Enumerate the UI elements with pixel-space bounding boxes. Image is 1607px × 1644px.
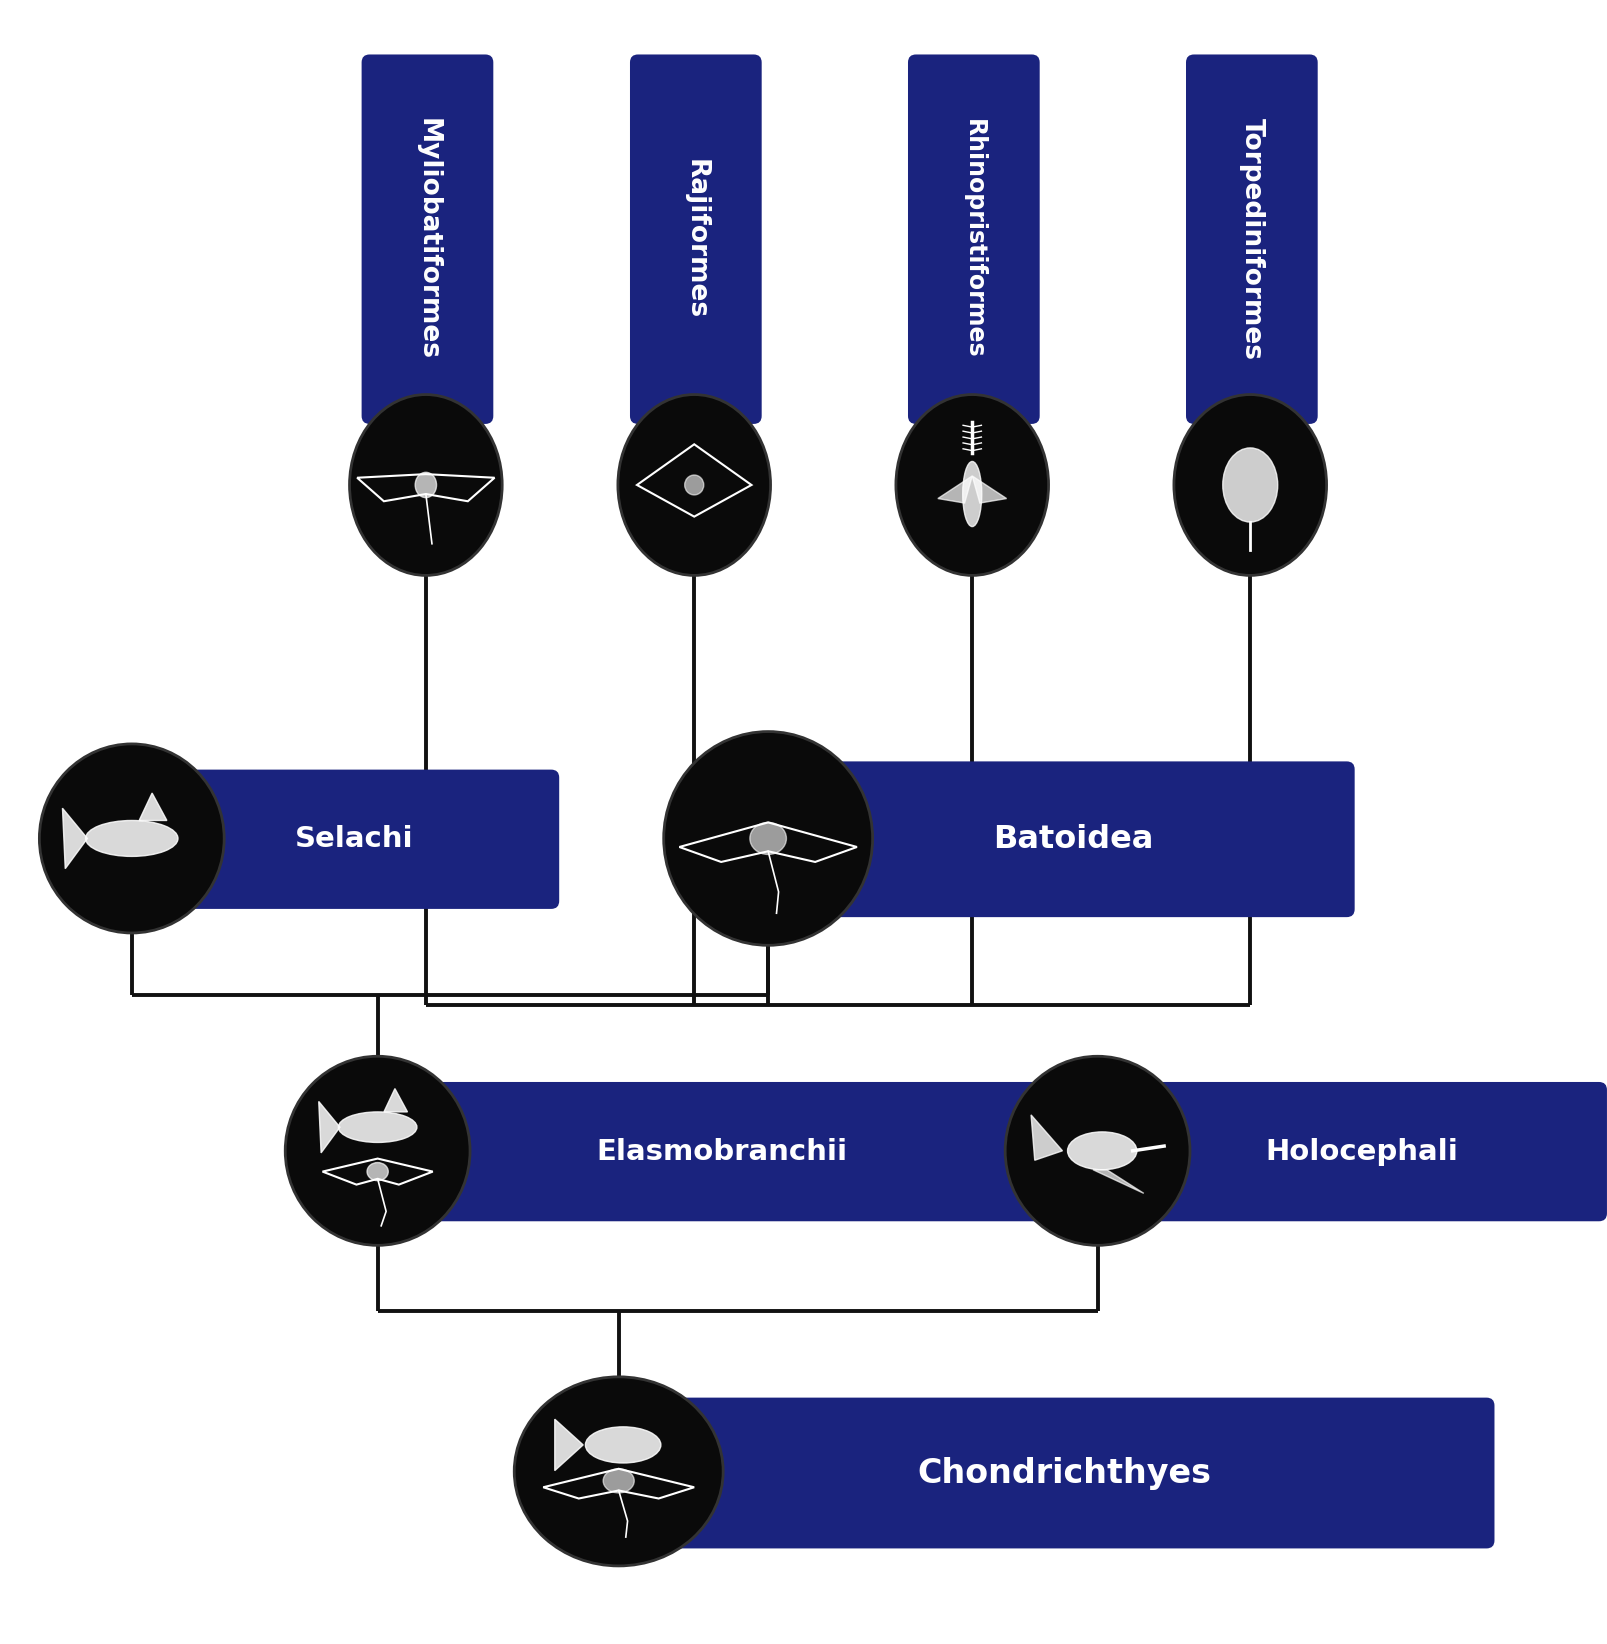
Ellipse shape (514, 1378, 723, 1567)
Polygon shape (140, 792, 167, 820)
Text: Selachi: Selachi (296, 825, 413, 853)
Polygon shape (63, 809, 87, 868)
Text: Chondrichthyes: Chondrichthyes (918, 1457, 1212, 1489)
Text: Torpediniformes: Torpediniformes (1239, 118, 1265, 360)
FancyBboxPatch shape (635, 1397, 1495, 1549)
Ellipse shape (1006, 1057, 1189, 1246)
FancyBboxPatch shape (1117, 1082, 1607, 1221)
FancyBboxPatch shape (630, 54, 762, 424)
Polygon shape (938, 477, 972, 503)
Polygon shape (1032, 1115, 1062, 1161)
Polygon shape (318, 1101, 341, 1152)
Polygon shape (384, 1088, 408, 1111)
FancyBboxPatch shape (149, 769, 559, 909)
Polygon shape (1093, 1171, 1144, 1194)
Text: Rajiformes: Rajiformes (683, 159, 709, 319)
Text: Holocephali: Holocephali (1265, 1138, 1459, 1166)
Ellipse shape (85, 820, 178, 857)
Ellipse shape (1223, 447, 1278, 523)
Ellipse shape (963, 462, 982, 526)
Ellipse shape (1067, 1133, 1136, 1171)
Ellipse shape (415, 472, 437, 498)
Ellipse shape (350, 395, 501, 575)
FancyBboxPatch shape (362, 54, 493, 424)
Ellipse shape (897, 395, 1049, 575)
Ellipse shape (603, 1468, 635, 1493)
Ellipse shape (339, 1111, 416, 1143)
Ellipse shape (1173, 395, 1327, 575)
Ellipse shape (39, 745, 225, 934)
Ellipse shape (366, 1162, 389, 1180)
Ellipse shape (664, 732, 873, 945)
Polygon shape (554, 1419, 583, 1471)
Ellipse shape (685, 475, 704, 495)
FancyBboxPatch shape (1186, 54, 1318, 424)
Ellipse shape (750, 822, 786, 855)
Text: Batoidea: Batoidea (993, 824, 1154, 855)
Ellipse shape (619, 395, 771, 575)
Ellipse shape (284, 1057, 469, 1246)
Ellipse shape (585, 1427, 660, 1463)
FancyBboxPatch shape (397, 1082, 1048, 1221)
FancyBboxPatch shape (908, 54, 1040, 424)
Text: Myliobatiformes: Myliobatiformes (415, 118, 440, 360)
FancyBboxPatch shape (792, 761, 1355, 917)
Polygon shape (972, 477, 1006, 503)
Text: Rhinopristiformes: Rhinopristiformes (963, 120, 985, 358)
Text: Elasmobranchii: Elasmobranchii (596, 1138, 848, 1166)
